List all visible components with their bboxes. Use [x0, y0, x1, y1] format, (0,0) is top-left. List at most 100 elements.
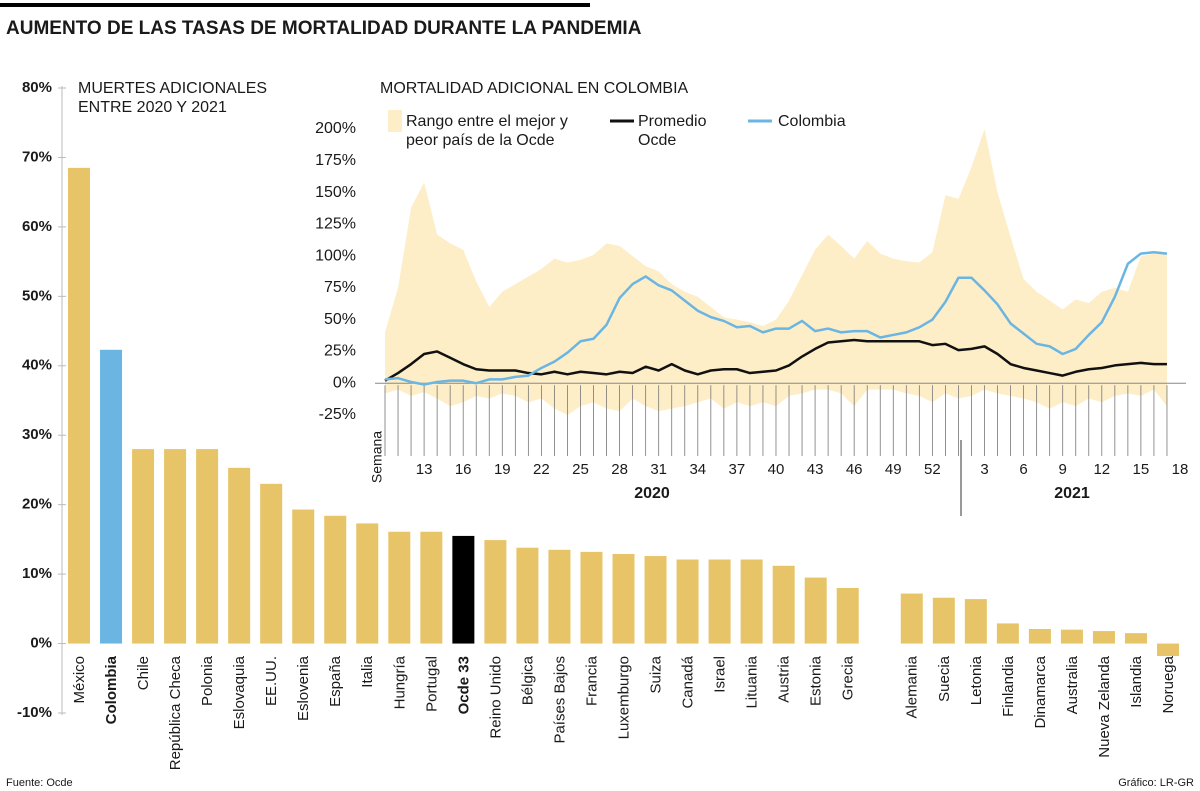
bar — [260, 483, 283, 644]
x-tick-label: Noruega — [1160, 655, 1177, 713]
x-tick-label: Ocde 33 — [455, 656, 472, 714]
y-tick-label: 70% — [22, 148, 52, 165]
bar — [644, 556, 667, 644]
x-tick-label: 15 — [1133, 461, 1150, 478]
x-axis-label: Semana — [369, 431, 385, 483]
bar — [452, 535, 475, 644]
x-tick-label: Canadá — [680, 655, 697, 708]
y-tick-label: 175% — [315, 152, 356, 169]
bar — [196, 449, 219, 644]
x-tick-label: 22 — [533, 461, 550, 478]
x-tick-label: Países Bajos — [551, 656, 568, 744]
x-tick-label: 49 — [885, 461, 902, 478]
bar — [356, 523, 379, 644]
x-tick-label: Luxemburgo — [615, 656, 632, 739]
bar — [1028, 628, 1051, 644]
bar — [1124, 633, 1147, 644]
legend-label: Promedio Ocde — [638, 113, 707, 149]
bar — [68, 167, 90, 644]
bar — [516, 547, 539, 644]
bar — [1157, 643, 1180, 657]
bar — [100, 349, 123, 644]
series-line — [384, 251, 1168, 386]
y-tick-label: 100% — [315, 247, 356, 264]
year-label: 2021 — [1054, 485, 1090, 502]
legend-swatch — [388, 110, 402, 132]
credit: Gráfico: LR-GR — [1118, 777, 1194, 789]
x-tick-label: 28 — [611, 461, 628, 478]
y-tick-label: 20% — [22, 496, 52, 513]
x-tick-label: Portugal — [423, 656, 440, 712]
x-tick-label: Estonia — [808, 655, 825, 706]
x-tick-label: 13 — [416, 461, 433, 478]
bar — [580, 551, 603, 644]
y-tick-label: 150% — [315, 184, 356, 201]
bar — [164, 449, 187, 644]
x-tick-label: Hungría — [391, 655, 408, 709]
y-tick-label: 125% — [315, 216, 356, 233]
bar — [484, 540, 507, 644]
x-tick-label: 25 — [572, 461, 589, 478]
range-band — [385, 129, 1167, 415]
bar — [1060, 629, 1083, 644]
x-tick-label: Australia — [1064, 655, 1081, 714]
y-tick-label: 40% — [22, 357, 52, 374]
x-tick-label: Letonia — [968, 655, 985, 705]
x-tick-label: Colombia — [103, 655, 120, 724]
y-tick-label: 50% — [22, 287, 52, 304]
legend-label: Colombia — [778, 113, 846, 130]
inset-title: MORTALIDAD ADICIONAL EN COLOMBIA — [380, 80, 689, 97]
x-tick-label: Israel — [712, 656, 729, 693]
page-title: AUMENTO DE LAS TASAS DE MORTALIDAD DURAN… — [6, 18, 642, 39]
bar — [292, 509, 315, 644]
y-tick-label: 80% — [22, 79, 52, 96]
bar — [740, 559, 763, 644]
x-tick-label: 16 — [455, 461, 472, 478]
x-tick-label: Italia — [359, 655, 376, 687]
y-tick-label: -25% — [319, 406, 356, 423]
bar — [548, 549, 571, 644]
y-tick-label: 30% — [22, 426, 52, 443]
x-tick-label: Eslovaquia — [231, 655, 248, 729]
bar — [1092, 631, 1115, 644]
x-tick-label: República Checa — [167, 655, 184, 770]
year-label: 2020 — [634, 485, 670, 502]
x-tick-label: 43 — [807, 461, 824, 478]
bar — [324, 515, 347, 644]
bar — [804, 577, 827, 644]
y-tick-label: 10% — [22, 565, 52, 582]
bar — [964, 599, 987, 644]
bar — [420, 531, 443, 644]
x-tick-label: 40 — [768, 461, 785, 478]
y-tick-label: 0% — [30, 635, 52, 652]
x-tick-label: EE.UU. — [263, 656, 280, 706]
y-tick-label: 50% — [324, 311, 356, 328]
bar — [836, 588, 859, 644]
x-tick-label: Alemania — [904, 655, 921, 718]
x-tick-label: México — [71, 656, 88, 704]
x-tick-label: Finlandia — [1000, 655, 1017, 717]
title-rule — [0, 3, 590, 7]
series-line — [384, 338, 1167, 382]
bar — [772, 565, 795, 644]
x-tick-label: Dinamarca — [1032, 655, 1049, 728]
x-tick-label: Polonia — [199, 655, 216, 706]
bar — [388, 531, 411, 644]
x-tick-label: 18 — [1172, 461, 1189, 478]
x-tick-label: Suiza — [648, 655, 665, 693]
x-tick-label: Islandia — [1128, 655, 1145, 707]
x-tick-label: 12 — [1093, 461, 1110, 478]
y-tick-label: 60% — [22, 218, 52, 235]
source: Fuente: Ocde — [6, 777, 73, 789]
x-tick-label: 3 — [980, 461, 988, 478]
y-tick-label: 75% — [324, 279, 356, 296]
x-tick-label: 37 — [729, 461, 746, 478]
x-tick-label: 9 — [1059, 461, 1067, 478]
bar — [900, 593, 923, 644]
bar — [132, 449, 155, 644]
y-tick-label: 200% — [315, 120, 356, 137]
x-tick-label: España — [327, 655, 344, 707]
bar — [612, 553, 635, 644]
